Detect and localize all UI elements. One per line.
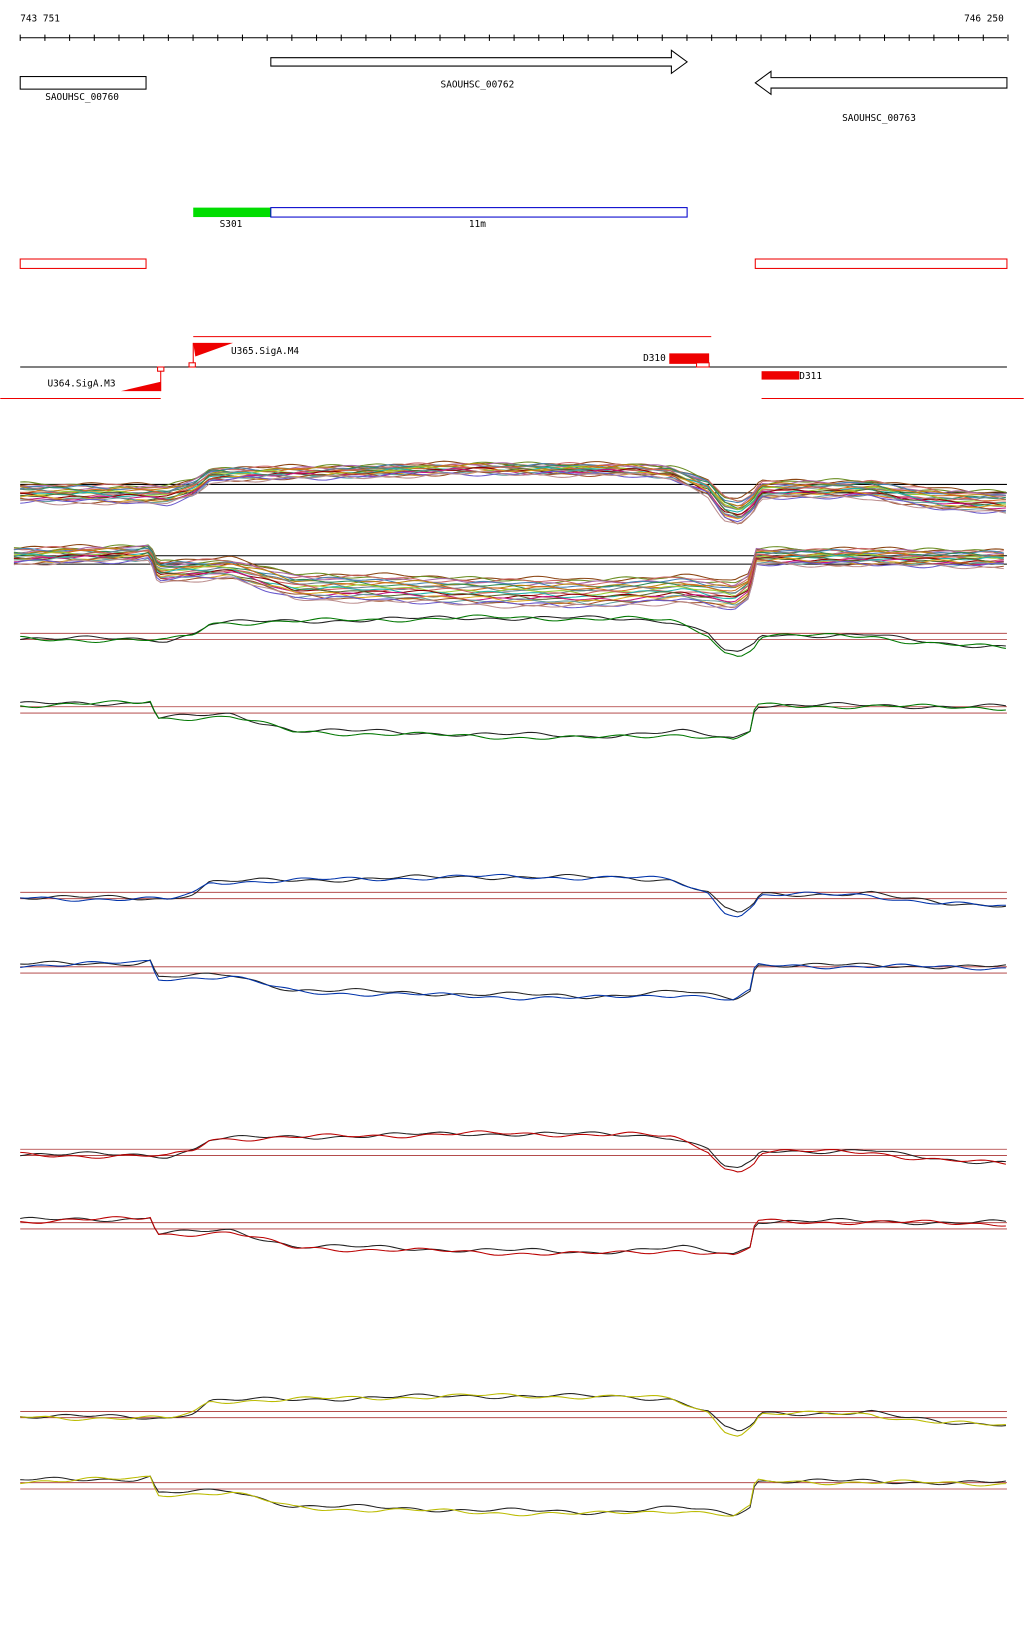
signal-line — [20, 874, 1006, 913]
signal-line — [20, 469, 1006, 520]
ruler-end: 746 250 — [964, 13, 1004, 24]
signal-line — [13, 557, 1004, 606]
ruler-ticks — [19, 34, 1009, 41]
signal-line — [20, 614, 1006, 657]
signal-line — [20, 468, 1006, 517]
segment — [270, 207, 688, 218]
signal-line — [20, 470, 1006, 523]
gene-arrow — [270, 49, 689, 75]
promoter-flag — [120, 381, 161, 392]
signal-line — [20, 465, 1006, 511]
signal-line — [20, 1393, 1006, 1437]
region-box — [19, 258, 147, 269]
gene-box — [19, 76, 147, 90]
terminator-base — [696, 362, 710, 368]
signal-line — [20, 464, 1006, 509]
signal-line — [13, 545, 1004, 594]
promoter-flag — [193, 342, 234, 357]
segment-label: S301 — [220, 219, 243, 230]
expression-tracks — [13, 460, 1007, 1517]
signal-line — [13, 547, 1004, 589]
signal-line — [20, 1475, 1006, 1517]
signal-line — [13, 545, 1004, 587]
signal-line — [20, 1475, 1006, 1517]
signal-line — [13, 552, 1004, 600]
ruler-start: 743 751 — [20, 13, 60, 24]
signal-line — [13, 558, 1004, 609]
signal-line — [13, 557, 1004, 611]
feature-label: D311 — [799, 371, 822, 382]
signal-line — [20, 700, 1006, 740]
terminator — [669, 353, 710, 364]
gene-arrow — [754, 70, 1008, 96]
gene-label: SAOUHSC_00763 — [842, 113, 916, 124]
signal-line — [20, 701, 1006, 739]
signal-line — [20, 1216, 1006, 1256]
gene-label: SAOUHSC_00762 — [441, 79, 515, 90]
signal-line — [20, 1392, 1006, 1432]
signal-line — [13, 544, 1004, 582]
gene-label: SAOUHSC_00760 — [45, 92, 119, 103]
terminator — [761, 371, 800, 380]
signal-line — [20, 959, 1006, 1001]
segment — [193, 207, 271, 218]
signal-line — [20, 873, 1006, 918]
feature-label: U364.SigA.M3 — [47, 378, 115, 389]
signal-line — [20, 470, 1007, 525]
signal-line — [20, 959, 1006, 1001]
segment-label: 11m — [469, 219, 486, 230]
region-box — [754, 258, 1008, 269]
promoter-base — [157, 366, 165, 372]
signal-line — [20, 1216, 1006, 1255]
promoter-base — [188, 362, 196, 368]
signal-line — [20, 1130, 1007, 1173]
feature-label: U365.SigA.M4 — [231, 346, 299, 357]
feature-label: D310 — [643, 353, 666, 364]
signal-line — [20, 460, 1006, 499]
